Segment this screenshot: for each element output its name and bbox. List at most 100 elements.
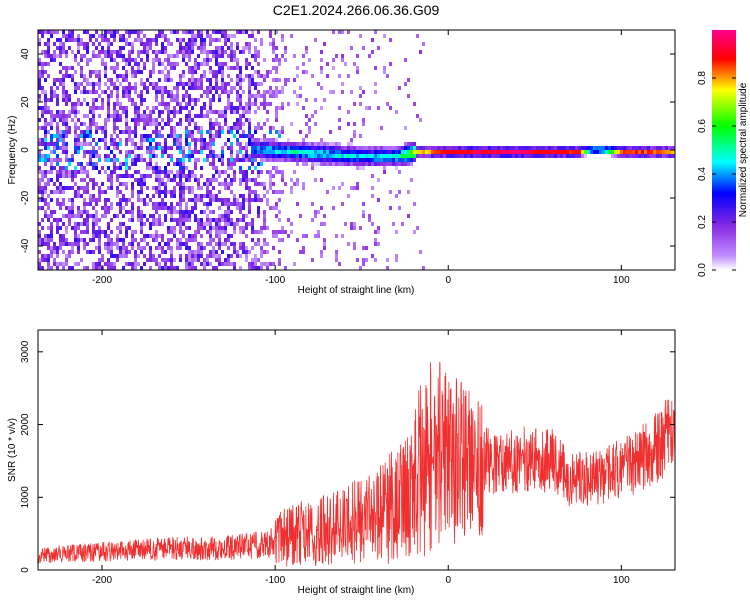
- heatmap-cell: [368, 158, 371, 162]
- heatmap-cell: [173, 62, 176, 66]
- heatmap-cell: [41, 50, 44, 54]
- heatmap-cell: [182, 198, 185, 202]
- heatmap-cell: [56, 262, 59, 266]
- heatmap-cell: [239, 70, 242, 74]
- heatmap-cell: [182, 94, 185, 98]
- heatmap-cell: [251, 82, 254, 86]
- heatmap-cell: [272, 38, 275, 42]
- heatmap-cell: [80, 82, 83, 86]
- heatmap-cell: [251, 238, 254, 242]
- heatmap-cell: [638, 150, 641, 154]
- heatmap-cell: [374, 30, 377, 34]
- heatmap-cell: [245, 182, 248, 186]
- heatmap-cell: [131, 194, 134, 198]
- heatmap-cell: [50, 162, 53, 166]
- heatmap-cell: [236, 218, 239, 222]
- heatmap-cell: [224, 222, 227, 226]
- heatmap-cell: [194, 82, 197, 86]
- heatmap-cell: [44, 126, 47, 130]
- heatmap-cell: [74, 214, 77, 218]
- heatmap-cell: [323, 154, 326, 158]
- heatmap-cell: [191, 250, 194, 254]
- heatmap-cell: [350, 222, 353, 226]
- heatmap-cell: [395, 150, 398, 154]
- heatmap-cell: [221, 46, 224, 50]
- heatmap-cell: [521, 150, 524, 154]
- heatmap-cell: [377, 106, 380, 110]
- heatmap-cell: [113, 154, 116, 158]
- heatmap-cell: [119, 54, 122, 58]
- heatmap-cell: [197, 66, 200, 70]
- heatmap-cell: [209, 130, 212, 134]
- heatmap-cell: [143, 34, 146, 38]
- heatmap-cell: [137, 198, 140, 202]
- heatmap-cell: [95, 98, 98, 102]
- heatmap-cell: [281, 142, 284, 146]
- heatmap-cell: [104, 50, 107, 54]
- heatmap-cell: [149, 46, 152, 50]
- heatmap-cell: [374, 90, 377, 94]
- heatmap-cell: [389, 38, 392, 42]
- heatmap-cell: [299, 154, 302, 158]
- heatmap-cell: [140, 186, 143, 190]
- heatmap-cell: [386, 258, 389, 262]
- heatmap-cell: [134, 62, 137, 66]
- heatmap-cell: [191, 66, 194, 70]
- heatmap-cell: [68, 38, 71, 42]
- heatmap-cell: [188, 246, 191, 250]
- heatmap-cell: [116, 114, 119, 118]
- heatmap-cell: [44, 122, 47, 126]
- heatmap-cell: [218, 130, 221, 134]
- heatmap-cell: [221, 74, 224, 78]
- heatmap-cell: [143, 134, 146, 138]
- heatmap-cell: [257, 94, 260, 98]
- heatmap-cell: [608, 150, 611, 154]
- heatmap-cell: [167, 42, 170, 46]
- heatmap-cell: [146, 166, 149, 170]
- heatmap-cell: [77, 190, 80, 194]
- heatmap-cell: [230, 254, 233, 258]
- heatmap-cell: [164, 262, 167, 266]
- heatmap-cell: [434, 150, 437, 154]
- heatmap-cell: [86, 58, 89, 62]
- heatmap-cell: [44, 138, 47, 142]
- heatmap-cell: [95, 182, 98, 186]
- heatmap-cell: [164, 166, 167, 170]
- heatmap-cell: [41, 170, 44, 174]
- heatmap-cell: [98, 198, 101, 202]
- heatmap-cell: [44, 162, 47, 166]
- heatmap-cell: [305, 114, 308, 118]
- heatmap-cell: [56, 46, 59, 50]
- heatmap-cell: [272, 230, 275, 234]
- heatmap-cell: [296, 66, 299, 70]
- heatmap-cell: [65, 150, 68, 154]
- heatmap-cell: [257, 194, 260, 198]
- heatmap-cell: [131, 158, 134, 162]
- heatmap-cell: [50, 178, 53, 182]
- heatmap-cell: [119, 202, 122, 206]
- heatmap-cell: [170, 158, 173, 162]
- heatmap-cell: [170, 258, 173, 262]
- heatmap-cell: [326, 158, 329, 162]
- heatmap-cell: [230, 182, 233, 186]
- heatmap-cell: [191, 134, 194, 138]
- heatmap-cell: [116, 238, 119, 242]
- heatmap-cell: [125, 86, 128, 90]
- heatmap-cell: [296, 154, 299, 158]
- heatmap-cell: [656, 146, 659, 150]
- heatmap-cell: [239, 66, 242, 70]
- heatmap-cell: [221, 198, 224, 202]
- heatmap-cell: [224, 106, 227, 110]
- heatmap-cell: [146, 150, 149, 154]
- heatmap-cell: [500, 150, 503, 154]
- heatmap-cell: [353, 186, 356, 190]
- heatmap-cell: [323, 42, 326, 46]
- heatmap-cell: [113, 170, 116, 174]
- heatmap-cell: [218, 38, 221, 42]
- heatmap-cell: [38, 238, 41, 242]
- heatmap-cell: [344, 162, 347, 166]
- heatmap-cell: [56, 218, 59, 222]
- heatmap-cell: [164, 190, 167, 194]
- heatmap-cell: [275, 206, 278, 210]
